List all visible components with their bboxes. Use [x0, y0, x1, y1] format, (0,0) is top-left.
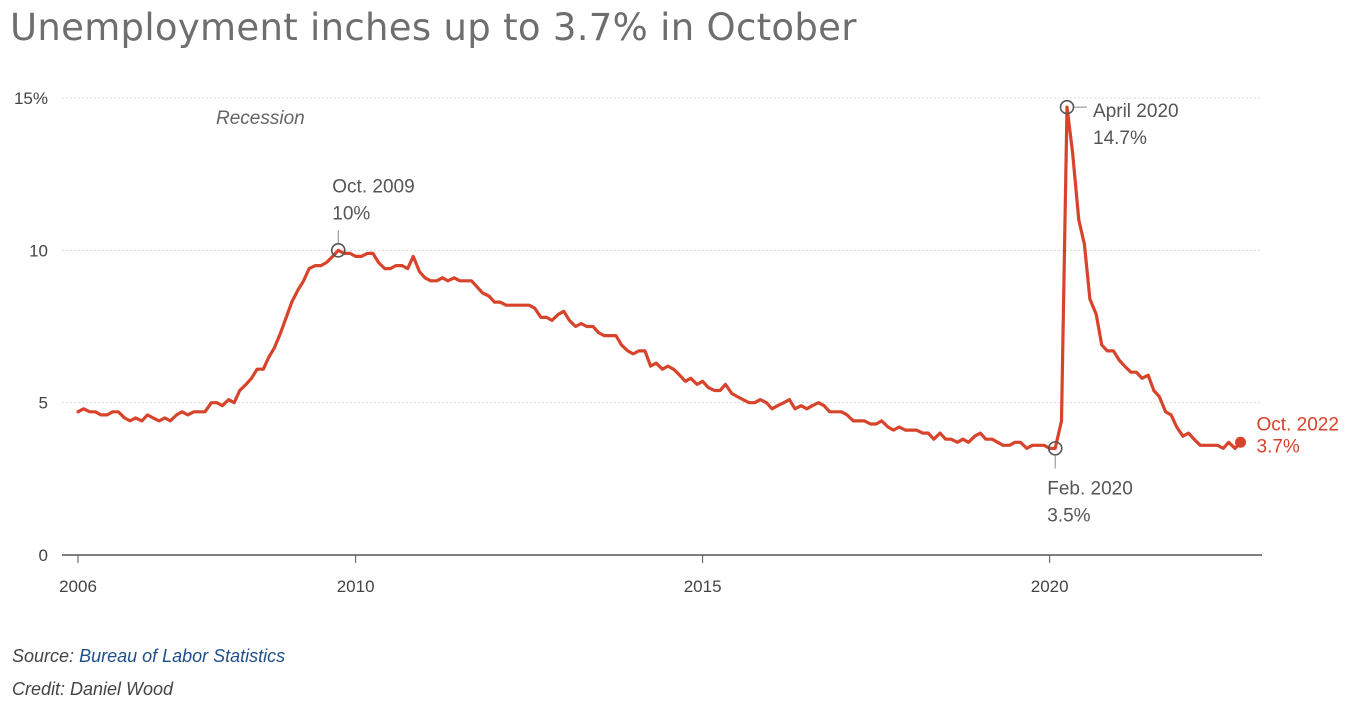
- y-tick-label: 0: [39, 546, 48, 565]
- annotation-value: 10%: [332, 203, 370, 224]
- annotation-label: Feb. 2020: [1047, 478, 1133, 499]
- x-tick-label: 2015: [684, 577, 722, 596]
- annotation-value: 3.5%: [1047, 505, 1090, 526]
- annotation-label: April 2020: [1093, 101, 1179, 122]
- source-note: Source: Bureau of Labor Statistics: [12, 646, 285, 667]
- annotation-marker: [330, 243, 346, 258]
- source-link[interactable]: Bureau of Labor Statistics: [79, 646, 286, 666]
- annotation-value: 14.7%: [1093, 128, 1147, 149]
- recession-label: Recession: [216, 108, 305, 129]
- annotation-label: Oct. 2022: [1257, 414, 1339, 435]
- annotation-label: Oct. 2009: [332, 176, 414, 197]
- series-layer: [76, 105, 1243, 450]
- source-prefix: Source:: [12, 646, 75, 666]
- x-tick-label: 2006: [59, 577, 97, 596]
- annotations: Oct. 2009 10% April 2020 14.7% Feb. 2020 3.5%…: [330, 99, 1339, 526]
- axes: 0 5 10 15% 2006 2010 2015 2020 Recession: [14, 89, 1262, 596]
- credit-note: Credit: Daniel Wood: [12, 679, 174, 699]
- y-tick-label: 5: [39, 394, 48, 413]
- annotation-value: 3.7%: [1257, 436, 1300, 457]
- y-tick-label: 15%: [14, 89, 48, 108]
- annotation-marker: [1059, 99, 1075, 115]
- chart-title: Unemployment inches up to 3.7% in Octobe…: [10, 6, 857, 49]
- annotation-point: [1235, 436, 1247, 448]
- x-tick-label: 2010: [337, 577, 375, 596]
- y-tick-label: 10: [29, 241, 48, 260]
- x-tick-label: 2020: [1031, 577, 1069, 596]
- unemployment-rate-line: [76, 105, 1243, 450]
- grid-lines: [62, 97, 1262, 404]
- annotation-marker: [1047, 441, 1063, 456]
